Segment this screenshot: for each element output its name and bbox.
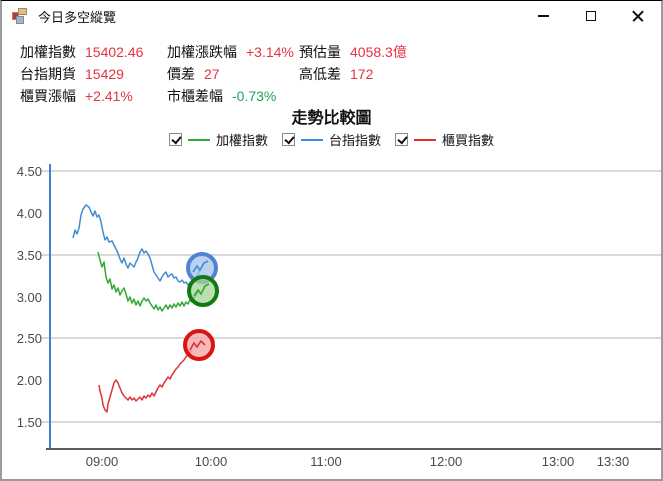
taiex-futures-value: 15429 bbox=[85, 66, 124, 82]
taiex-checkbox[interactable] bbox=[281, 133, 295, 146]
high-low-diff-stat: 高低差 172 bbox=[299, 63, 373, 85]
minimize-button[interactable] bbox=[520, 1, 567, 31]
y-tick-label: 1.50 bbox=[17, 415, 42, 430]
weighted-change-label: 加權漲跌幅 bbox=[167, 44, 237, 60]
spread-stat: 價差 27 bbox=[167, 63, 220, 85]
legend-item-otc: 櫃買指數 bbox=[395, 130, 494, 149]
close-button[interactable] bbox=[614, 1, 661, 31]
market-otc-diff-stat: 市櫃差幅 -0.73% bbox=[167, 85, 276, 107]
weighted-checkbox[interactable] bbox=[168, 133, 182, 146]
y-tick-label: 4.00 bbox=[17, 206, 42, 221]
y-tick-label: 3.00 bbox=[17, 290, 42, 305]
x-tick-label: 09:00 bbox=[86, 454, 119, 469]
minimize-icon bbox=[538, 15, 549, 17]
y-tick-label: 2.00 bbox=[17, 373, 42, 388]
spread-value: 27 bbox=[204, 66, 220, 82]
otc-change-label: 櫃買漲幅 bbox=[20, 88, 76, 104]
estimated-volume-value: 4058.3億 bbox=[350, 44, 407, 60]
weighted-line-sample bbox=[187, 138, 210, 141]
x-tick-label: 10:00 bbox=[195, 454, 228, 469]
y-tick-label: 3.50 bbox=[17, 248, 42, 263]
otc-change-stat: 櫃買漲幅 +2.41% bbox=[20, 85, 133, 107]
weighted-end-marker-line bbox=[193, 283, 210, 297]
legend-item-taiex: 台指指數 bbox=[281, 130, 381, 149]
maximize-button[interactable] bbox=[567, 1, 614, 31]
app-icon bbox=[12, 8, 28, 24]
taiex-line bbox=[72, 204, 201, 286]
weighted-line bbox=[97, 251, 201, 312]
otc-end-marker-line bbox=[189, 339, 206, 351]
otc-change-value: +2.41% bbox=[85, 88, 133, 104]
high-low-diff-label: 高低差 bbox=[299, 66, 341, 82]
weighted-index-stat: 加權指數 15402.46 bbox=[20, 41, 143, 63]
x-tick-label: 13:30 bbox=[597, 454, 630, 469]
y-tick-label: 4.50 bbox=[17, 164, 42, 179]
x-tick-label: 11:00 bbox=[310, 454, 342, 469]
x-tick-label: 13:00 bbox=[542, 454, 575, 469]
taiex-futures-label: 台指期貨 bbox=[20, 66, 76, 82]
estimated-volume-stat: 預估量 4058.3億 bbox=[299, 41, 407, 63]
window-title: 今日多空縱覽 bbox=[38, 9, 117, 25]
legend-otc-label: 櫃買指數 bbox=[442, 133, 495, 148]
weighted-index-label: 加權指數 bbox=[20, 44, 76, 60]
stats-row-1: 加權指數 15402.46 加權漲跌幅 +3.14% 預估量 4058.3億 bbox=[2, 41, 661, 63]
weighted-change-stat: 加權漲跌幅 +3.14% bbox=[167, 41, 294, 63]
otc-line-sample bbox=[414, 138, 436, 141]
window-controls bbox=[520, 1, 661, 31]
taiex-end-marker-line bbox=[192, 260, 209, 273]
stats-panel: 加權指數 15402.46 加權漲跌幅 +3.14% 預估量 4058.3億 台指期貨… bbox=[2, 41, 661, 107]
legend-taiex-label: 台指指數 bbox=[328, 133, 381, 148]
x-tick-label: 12:00 bbox=[430, 454, 463, 469]
y-tick-label: 2.50 bbox=[17, 331, 42, 346]
chart-legend: 加權指數 台指指數 櫃買指數 bbox=[2, 130, 661, 149]
app-icon-blue-square bbox=[16, 16, 24, 24]
estimated-volume-label: 預估量 bbox=[299, 44, 341, 60]
stats-row-3: 櫃買漲幅 +2.41% 市櫃差幅 -0.73% bbox=[2, 85, 661, 107]
app-icon-orange-square bbox=[18, 8, 27, 15]
market-otc-diff-value: -0.73% bbox=[232, 88, 277, 104]
stats-row-2: 台指期貨 15429 價差 27 高低差 172 bbox=[2, 63, 661, 85]
taiex-futures-stat: 台指期貨 15429 bbox=[20, 63, 124, 85]
market-otc-diff-label: 市櫃差幅 bbox=[167, 88, 223, 104]
high-low-diff-value: 172 bbox=[350, 66, 374, 82]
legend-weighted-label: 加權指數 bbox=[215, 133, 268, 148]
chart-title: 走勢比較圖 bbox=[291, 110, 372, 127]
weighted-index-value: 15402.46 bbox=[85, 44, 144, 60]
spread-label: 價差 bbox=[167, 66, 195, 82]
legend-item-weighted: 加權指數 bbox=[168, 130, 268, 149]
title-bar[interactable]: 今日多空縱覽 bbox=[2, 1, 661, 31]
maximize-icon bbox=[585, 11, 596, 21]
weighted-change-value: +3.14% bbox=[246, 44, 294, 60]
taiex-line-sample bbox=[300, 138, 323, 141]
otc-line bbox=[98, 349, 193, 413]
otc-checkbox[interactable] bbox=[395, 133, 408, 146]
